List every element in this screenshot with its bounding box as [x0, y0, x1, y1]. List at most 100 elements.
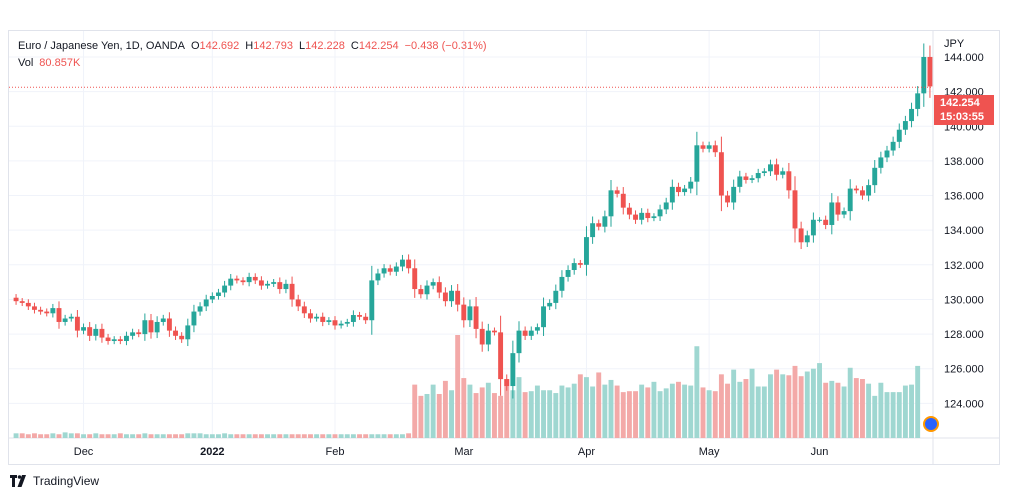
- volume-bar: [792, 365, 798, 438]
- candle-body: [510, 353, 516, 387]
- volume-bar: [436, 393, 442, 438]
- candle-body: [553, 290, 559, 303]
- x-tick-label: Apr: [578, 446, 595, 458]
- volume-bar: [682, 384, 688, 438]
- candle-body: [700, 145, 706, 149]
- volume-bar: [860, 379, 865, 438]
- x-tick-label: Dec: [74, 446, 94, 458]
- volume-bar: [301, 434, 307, 438]
- candle-body: [682, 188, 688, 193]
- volume-bar: [442, 380, 448, 438]
- candle-body: [921, 56, 927, 94]
- candle-body: [258, 280, 264, 286]
- volume-bar: [258, 434, 264, 438]
- volume-bar: [283, 434, 289, 438]
- candle-body: [577, 263, 583, 265]
- candle-body: [467, 306, 473, 321]
- volume-bar: [387, 434, 393, 438]
- candle-body: [369, 280, 375, 321]
- volume-bar: [111, 434, 117, 438]
- candle-body: [222, 285, 228, 293]
- y-tick-label: 130.000: [944, 294, 984, 306]
- y-tick-label: 126.000: [944, 364, 984, 376]
- volume-bar: [645, 387, 651, 438]
- candle-body: [87, 327, 93, 336]
- volume-bar: [25, 434, 31, 438]
- volume-bar: [197, 433, 203, 438]
- candle-body: [240, 280, 246, 283]
- volume-value: 80.857K: [39, 57, 81, 69]
- volume-bar: [271, 434, 277, 438]
- candle-body: [909, 108, 914, 122]
- candle-body: [38, 309, 44, 312]
- candle-body: [338, 323, 344, 326]
- candle-body: [381, 268, 387, 274]
- volume-label[interactable]: Vol: [18, 57, 34, 69]
- candle-body: [363, 316, 369, 321]
- volume-bar: [99, 434, 105, 438]
- candle-body: [774, 164, 780, 175]
- volume-bar: [375, 434, 381, 438]
- volume-bar: [154, 434, 160, 438]
- volume-bar: [363, 434, 369, 438]
- candle-body: [295, 299, 301, 307]
- volume-bar: [357, 434, 362, 438]
- volume-bar: [541, 390, 546, 438]
- volume-bar: [277, 434, 283, 438]
- tradingview-logo[interactable]: TradingView: [10, 474, 99, 488]
- x-tick-label: Jun: [811, 446, 829, 458]
- volume-bar: [657, 391, 663, 438]
- candle-body: [755, 173, 761, 179]
- volume-bar: [571, 383, 577, 438]
- candle-body: [584, 237, 589, 265]
- candle-body: [829, 202, 835, 225]
- volume-bar: [19, 433, 25, 438]
- volume-bar: [755, 386, 761, 438]
- volume-bar: [295, 434, 301, 438]
- candle-body: [718, 152, 724, 196]
- candle-body: [528, 330, 534, 336]
- volume-bar: [847, 367, 853, 438]
- volume-bar: [737, 381, 743, 438]
- volume-bar: [308, 434, 313, 438]
- candle-body: [326, 320, 332, 322]
- volume-bar: [694, 346, 700, 438]
- volume-bar: [872, 395, 878, 438]
- change-value: −0.438 (−0.31%): [404, 40, 487, 52]
- candle-body: [676, 186, 681, 193]
- chart-legend: Euro / Japanese Yen, 1D, OANDA O142.692 H1…: [18, 38, 487, 72]
- volume-bar: [449, 390, 454, 438]
- volume-bar: [185, 433, 191, 438]
- candle-body: [541, 306, 546, 328]
- candle-body: [669, 186, 675, 203]
- volume-bar: [56, 434, 62, 438]
- volume-bar: [93, 433, 99, 438]
- candle-body: [823, 219, 829, 225]
- symbol-title[interactable]: Euro / Japanese Yen, 1D, OANDA: [18, 40, 185, 52]
- candle-body: [547, 302, 553, 307]
- candle-body: [780, 171, 786, 175]
- volume-bar: [344, 434, 350, 438]
- volume-bar: [38, 434, 44, 438]
- y-tick-label: 136.000: [944, 191, 984, 203]
- volume-bar: [565, 387, 571, 438]
- candle-body: [896, 129, 902, 142]
- volume-bar: [136, 434, 142, 438]
- candle-body: [375, 273, 381, 281]
- volume-bar: [191, 433, 197, 438]
- candle-body: [810, 219, 816, 236]
- candle-body: [872, 167, 878, 186]
- volume-bar: [768, 374, 773, 438]
- live-indicator-icon[interactable]: [923, 416, 939, 432]
- y-tick-label: 138.000: [944, 156, 984, 168]
- candle-body: [485, 330, 491, 345]
- x-tick-label: May: [699, 446, 720, 458]
- candle-body: [626, 207, 632, 215]
- candle-body: [866, 185, 872, 196]
- candle-body: [430, 282, 436, 286]
- volume-bar: [553, 393, 559, 438]
- candle-body: [142, 320, 148, 335]
- candle-body: [62, 318, 68, 322]
- volume-bar: [173, 434, 178, 438]
